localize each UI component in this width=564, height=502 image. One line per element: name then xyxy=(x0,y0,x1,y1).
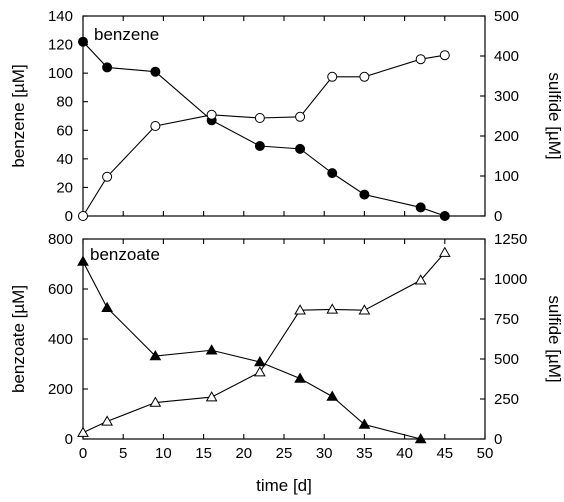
y-axis-left-title: benzene [µM] xyxy=(9,64,28,167)
y-tick-label-left: 200 xyxy=(48,381,73,398)
x-tick-label: 25 xyxy=(276,445,293,462)
y-tick-label-right: 1000 xyxy=(494,271,527,288)
x-tick-label: 10 xyxy=(155,445,172,462)
data-point xyxy=(439,211,450,221)
data-point xyxy=(78,211,88,221)
data-point xyxy=(77,255,89,266)
data-point xyxy=(205,391,218,402)
y-tick-label-left: 20 xyxy=(56,179,73,196)
data-point xyxy=(414,432,427,444)
y-tick-label-right: 100 xyxy=(494,168,519,185)
y-tick-label-right: 750 xyxy=(494,311,519,328)
data-point xyxy=(295,143,306,154)
x-tick-label: 40 xyxy=(396,445,413,462)
data-point xyxy=(254,113,265,123)
data-point xyxy=(206,109,217,120)
data-point xyxy=(102,171,113,182)
data-point xyxy=(254,355,266,367)
y-tick-label-left: 140 xyxy=(48,8,73,25)
y-tick-label-left: 120 xyxy=(48,37,73,54)
data-point xyxy=(326,390,339,401)
data-point xyxy=(295,111,306,122)
plot-frame xyxy=(82,238,486,440)
y-tick-label-right: 500 xyxy=(494,8,519,25)
panel-benzoate: benzoate benzoate [µM] sulfide [µM] time… xyxy=(9,231,564,495)
series-line xyxy=(82,252,446,434)
data-point xyxy=(205,344,218,355)
data-point xyxy=(359,71,370,82)
series-line xyxy=(82,54,445,217)
x-tick-label: 0 xyxy=(79,445,87,462)
x-axis-title: time [d] xyxy=(256,476,312,495)
data-point xyxy=(254,366,266,377)
y-tick-label-left: 80 xyxy=(56,94,73,111)
data-point xyxy=(327,71,338,82)
panel-benzene: benzene benzene [µM] sulfide [µM] 0 20 40 6… xyxy=(9,8,564,225)
y-tick-label-right: 200 xyxy=(494,128,519,145)
y-tick-label-right: 1250 xyxy=(494,231,527,248)
y-tick-label-right: 400 xyxy=(494,48,519,65)
series-line xyxy=(82,261,421,440)
x-tick-label: 35 xyxy=(356,445,373,462)
data-point xyxy=(294,304,306,315)
data-point xyxy=(438,246,451,257)
x-tick-label: 50 xyxy=(477,445,494,462)
data-point xyxy=(359,189,370,200)
x-tick-label: 15 xyxy=(195,445,212,462)
x-tick-label: 20 xyxy=(235,445,252,462)
data-point xyxy=(77,426,89,437)
data-point xyxy=(101,415,113,426)
data-point xyxy=(439,50,450,61)
panel-label: benzene xyxy=(94,25,159,44)
y-tick-label-right: 500 xyxy=(494,351,519,368)
data-point xyxy=(149,396,162,407)
data-point xyxy=(415,54,426,65)
x-tick-label: 45 xyxy=(436,445,453,462)
data-point xyxy=(358,304,371,315)
data-point xyxy=(102,62,113,73)
y-tick-label-left: 0 xyxy=(65,431,73,448)
y-tick-label-left: 800 xyxy=(48,231,73,248)
y-axis-right-title: sulfide [µM] xyxy=(545,72,564,159)
data-point xyxy=(150,66,161,77)
data-point xyxy=(415,202,426,213)
y-axis-right-title: sulfide [µM] xyxy=(545,295,564,382)
data-point xyxy=(327,168,338,179)
y-tick-label-left: 60 xyxy=(56,122,73,139)
data-point xyxy=(78,36,88,47)
panel-label: benzoate xyxy=(90,245,160,264)
data-point xyxy=(358,418,371,429)
data-point xyxy=(149,349,162,361)
y-tick-label-left: 100 xyxy=(48,65,73,82)
y-tick-label-left: 0 xyxy=(65,208,73,225)
data-point xyxy=(254,141,265,151)
data-point xyxy=(326,303,339,314)
y-axis-left-title: benzoate [µM] xyxy=(9,285,28,393)
y-tick-label-left: 600 xyxy=(48,281,73,298)
y-tick-label-right: 0 xyxy=(494,431,502,448)
y-tick-label-right: 300 xyxy=(494,88,519,105)
x-tick-label: 30 xyxy=(316,445,333,462)
y-tick-label-left: 400 xyxy=(48,331,73,348)
series-line xyxy=(82,41,445,217)
data-point xyxy=(101,301,113,312)
y-tick-label-right: 0 xyxy=(494,208,502,225)
data-point xyxy=(414,274,427,285)
data-point xyxy=(294,372,306,383)
x-tick-label: 5 xyxy=(119,445,127,462)
y-tick-label-right: 250 xyxy=(494,391,519,408)
plot-frame xyxy=(82,15,486,217)
data-point xyxy=(150,121,161,131)
y-tick-label-left: 40 xyxy=(56,151,73,168)
